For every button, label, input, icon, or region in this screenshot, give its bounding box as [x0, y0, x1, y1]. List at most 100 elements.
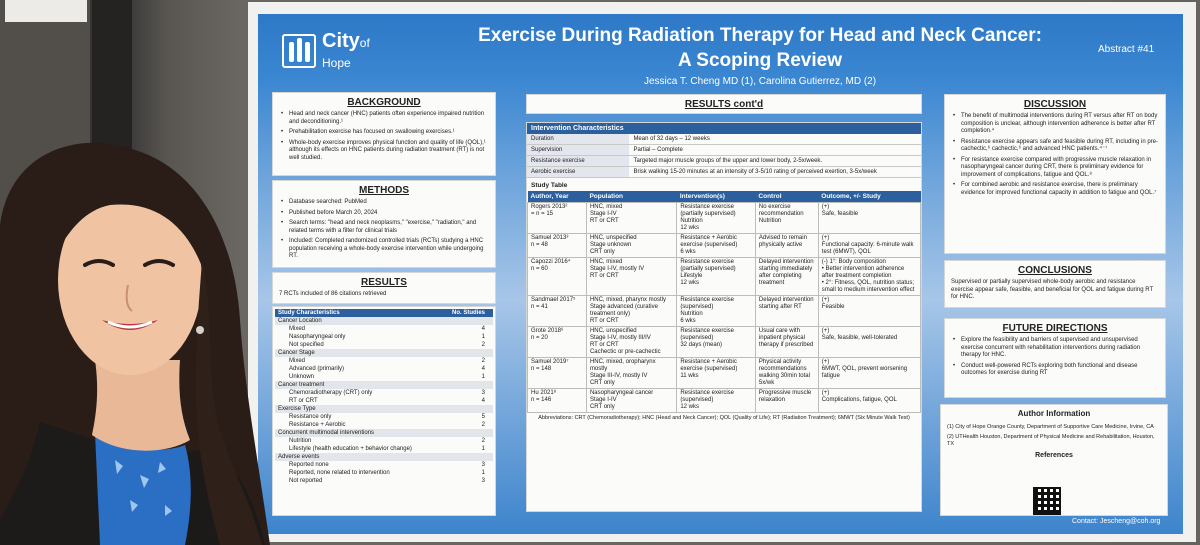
table-cell: Resistance exercise (supervised) Nutriti…: [676, 295, 756, 327]
table-cell: Aerobic exercise: [527, 166, 630, 178]
table-cell: HNC, mixed Stage I-IV RT or CRT: [585, 202, 678, 234]
table-cell: Not reported: [289, 478, 323, 484]
discussion-box: DISCUSSION The benefit of multimodal int…: [944, 94, 1166, 254]
table-cell: Lifestyle (health education + behavior c…: [289, 446, 412, 452]
table-cell: (+) Feasible: [817, 295, 922, 327]
table-cell: Concurrent multimodal interventions: [275, 429, 441, 437]
table-cell: Not specified: [289, 342, 324, 348]
results-cont-box: Intervention Characteristics Duration Mea…: [526, 122, 922, 512]
presenter-photo: [0, 142, 270, 545]
table-header: Author, Year: [527, 191, 587, 203]
qr-code-icon[interactable]: [1033, 487, 1061, 515]
discussion-list: The benefit of multimodal interventions …: [951, 113, 1159, 197]
table-row: Not reported 3: [275, 477, 493, 485]
table-cell: Progressive muscle relaxation: [754, 388, 819, 413]
table-cell: 2: [481, 438, 485, 444]
table-row: Lifestyle (health education + behavior c…: [275, 445, 493, 453]
table-cell: Grote 2018⁶ n = 20: [527, 326, 587, 358]
right-eye: [143, 259, 175, 267]
table-cell: 2: [481, 342, 485, 348]
table-cell: HNC, mixed, oropharynx mostly Stage III-…: [585, 357, 678, 389]
results-box: RESULTS 7 RCTs included of 86 citations …: [272, 272, 496, 304]
table-row: Nutrition 2: [275, 437, 493, 445]
table-cell: Samuel 2019⁷ n = 148: [527, 357, 587, 389]
table-cell: Resistance + Aerobic: [289, 422, 346, 428]
background-bullet: Whole-body exercise improves physical fu…: [279, 140, 489, 163]
table-row: Samuel 2013³ n = 48 HNC, unspecified Stag…: [527, 233, 922, 258]
study-table: Author, Year Population Intervention(s) Con…: [527, 191, 922, 413]
author-affiliation-2: (2) UTHealth Houston, Department of Phys…: [947, 434, 1155, 447]
teeth: [107, 320, 153, 329]
background-heading: BACKGROUND: [347, 97, 421, 108]
table-cell: [440, 405, 493, 413]
table-group-row: Concurrent multimodal interventions: [275, 429, 493, 437]
table-cell: HNC, mixed Stage I-IV, mostly IV RT or C…: [585, 257, 678, 296]
table-cell: Resistance + Aerobic exercise (supervise…: [676, 233, 756, 258]
table-cell: RT or CRT: [289, 398, 318, 404]
table-row: Hu 2021⁸ n = 146 Nasopharyngeal cancer St…: [527, 388, 922, 413]
background-bullet: Prehabilitation exercise has focused on …: [279, 129, 489, 137]
table-group-row: Cancer Stage: [275, 349, 493, 357]
author-information-heading: Author Information: [1017, 409, 1091, 418]
conclusions-box: CONCLUSIONS Supervised or partially supe…: [944, 260, 1166, 308]
table-cell: (+) Functional capacity: 6-minute walk t…: [817, 233, 922, 258]
table-group-row: Cancer treatment: [275, 381, 493, 389]
table-cell: Duration: [527, 134, 630, 145]
table-cell: [440, 317, 493, 325]
methods-heading: METHODS: [359, 185, 409, 196]
dress: [95, 432, 191, 545]
table-cell: [440, 349, 493, 357]
table-cell: Resistance exercise (supervised) 12 wks: [676, 388, 756, 413]
table-cell: (+) Safe, feasible: [817, 202, 922, 234]
table-cell: 5: [481, 414, 485, 420]
discussion-bullet: The benefit of multimodal interventions …: [951, 113, 1159, 136]
table-row: Aerobic exercise Brisk walking 15-20 minu…: [527, 166, 921, 178]
table-header-row: Author, Year Population Intervention(s) Con…: [527, 191, 921, 203]
table-cell: 1: [481, 446, 485, 452]
table-row: Rogers 2013² = n = 15 HNC, mixed Stage I-…: [527, 202, 922, 234]
table-row: Mixed 4: [275, 325, 493, 333]
table-cell: Resistance exercise (supervised) 32 days…: [676, 326, 756, 358]
contact-email: Contact: Jescheng@coh.org: [1072, 518, 1161, 525]
logo-text: Cityof Hope: [322, 30, 370, 70]
table-cell: Resistance exercise (partially supervise…: [676, 202, 756, 234]
table-row: Not specified 2: [275, 341, 493, 349]
table-cell: Chemoradiotherapy (CRT) only: [289, 390, 373, 396]
table-cell: 4: [481, 326, 485, 332]
table-cell: Sandmael 2017⁵ n = 41: [527, 295, 587, 327]
table-header: Study Characteristics: [275, 309, 441, 317]
study-characteristics-table: Study Characteristics No. Studies Cancer…: [275, 309, 493, 485]
table-cell: 1: [481, 470, 485, 476]
methods-bullet: Database searched: PubMed: [279, 199, 489, 207]
methods-bullet: Included: Completed randomized controlle…: [279, 238, 489, 261]
table-cell: Physical activity recommendations walkin…: [754, 357, 819, 389]
table-cell: HNC, unspecified Stage unknown CRT only: [585, 233, 678, 258]
table-cell: Brisk walking 15-20 minutes at an intens…: [629, 166, 921, 178]
table-cell: Cancer Stage: [275, 349, 441, 357]
table-cell: Nasopharyngeal only: [289, 334, 346, 340]
table-cell: 2: [481, 422, 485, 428]
table-row: Capozzi 2016⁴ n = 60 HNC, mixed Stage I-I…: [527, 257, 922, 296]
table-cell: Mixed: [289, 326, 306, 332]
table-cell: 3: [481, 478, 485, 484]
results-cont-heading-box: RESULTS cont'd: [526, 94, 922, 114]
discussion-bullet: For combined aerobic and resistance exer…: [951, 182, 1159, 197]
table-cell: Resistance exercise: [527, 155, 630, 167]
table-cell: Exercise Type: [275, 405, 441, 413]
table-cell: Capozzi 2016⁴ n = 60: [527, 257, 587, 296]
hair-left: [0, 245, 58, 520]
table-cell: HNC, unspecified Stage I-IV, mostly III/…: [585, 326, 678, 358]
table-cell: (+) Complications, fatigue, QOL: [817, 388, 922, 413]
intervention-characteristics-table: Duration Mean of 32 days – 12 weeks Superv…: [527, 134, 921, 178]
dress-pattern: [115, 460, 172, 516]
table-cell: Supervision: [527, 144, 630, 156]
methods-bullet: Published before March 20, 2024: [279, 210, 489, 218]
nose: [125, 284, 133, 312]
city-of-hope-logo: Cityof Hope: [282, 30, 382, 72]
table-cell: [440, 429, 493, 437]
table-cell: Samuel 2013³ n = 48: [527, 233, 587, 258]
background-list: Head and neck cancer (HNC) patients ofte…: [279, 111, 489, 162]
table-cell: [440, 453, 493, 461]
table-cell: (-) 1°: Body composition • Better interv…: [817, 257, 922, 296]
table-row: Reported none 3: [275, 461, 493, 469]
